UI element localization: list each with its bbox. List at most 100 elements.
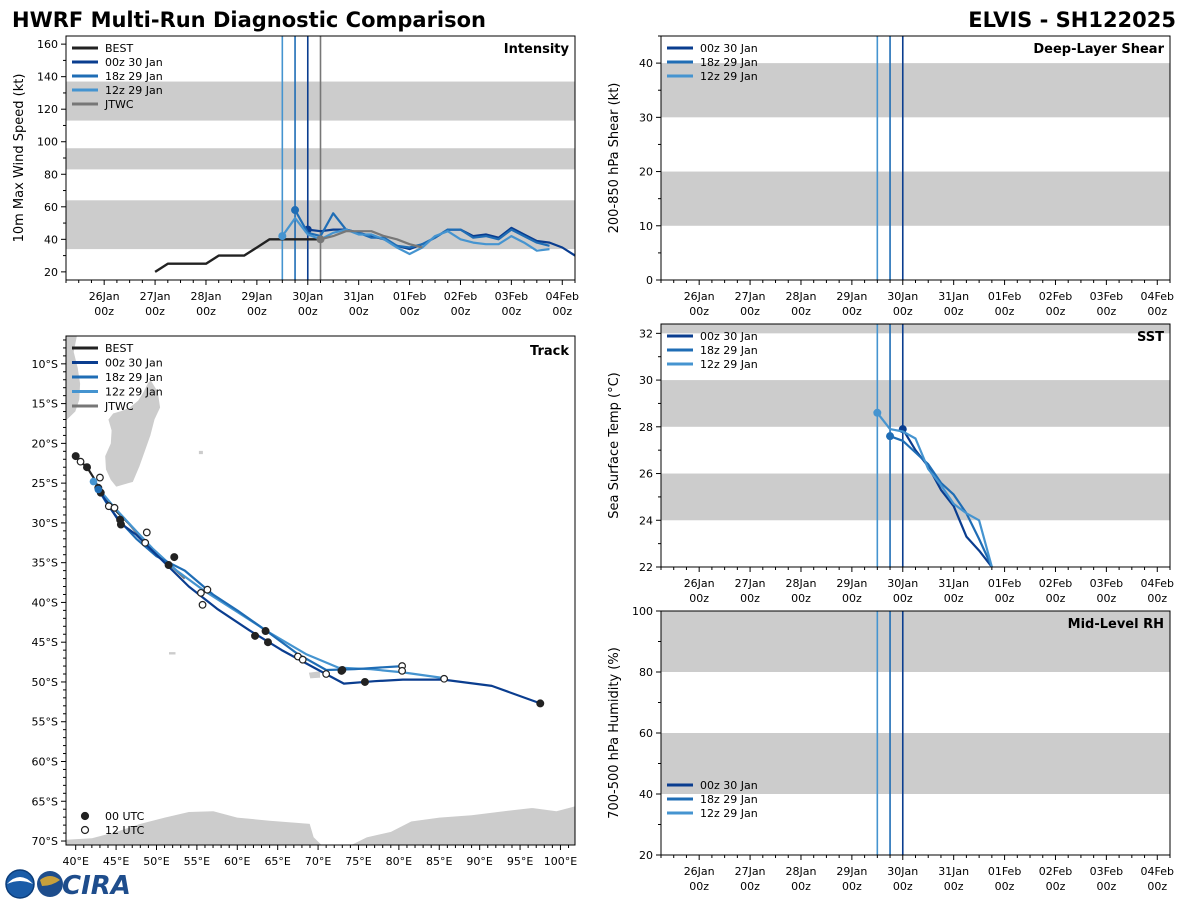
intensity-xtick-label: 00z (196, 305, 216, 318)
noaa-icon (5, 869, 35, 899)
shear-xtick-label: 02Feb (1039, 290, 1072, 303)
intensity-series-jtwc (320, 230, 423, 249)
sst-series-run18 (889, 435, 993, 567)
sst-ytick-label: 26 (639, 468, 653, 481)
track-xtick-label: 100°E (544, 855, 577, 868)
track-marker-legend-label: 12 UTC (105, 824, 145, 837)
intensity-xtick-label: 04Feb (546, 290, 579, 303)
track-marker-00utc (338, 666, 347, 675)
shear-xtick-label: 00z (689, 305, 709, 318)
rh-xtick-label: 00z (791, 880, 811, 893)
storm-id: ELVIS - SH122025 (968, 8, 1176, 32)
shear-xtick-label: 31Jan (938, 290, 969, 303)
rh-ytick-label: 100 (632, 605, 653, 618)
track-xtick-label: 65°E (264, 855, 290, 868)
track-marker-12utc (203, 585, 212, 594)
track-xtick-label: 70°E (305, 855, 331, 868)
shear-legend-label: 18z 29 Jan (700, 56, 758, 69)
sst-band (661, 380, 1170, 427)
sst-legend-label: 18z 29 Jan (700, 344, 758, 357)
sst-title: SST (1137, 330, 1164, 345)
land-crozet (168, 651, 177, 656)
track-xtick-label: 85°E (426, 855, 452, 868)
shear-ytick-label: 40 (639, 57, 653, 70)
sst-xtick-label: 00z (893, 592, 913, 605)
track-ytick-label: 55°S (32, 716, 58, 729)
rh-xtick-label: 31Jan (938, 865, 969, 878)
sst-ytick-label: 24 (639, 514, 653, 527)
sst-xtick-label: 01Feb (988, 577, 1021, 590)
rh-xtick-label: 01Feb (988, 865, 1021, 878)
track-marker-12utc (197, 588, 205, 597)
sst-series-run12 (876, 412, 993, 567)
track-legend-label: BEST (105, 342, 133, 355)
track-marker-00utc (71, 452, 80, 461)
intensity-series-start-marker (278, 232, 287, 241)
sst-ytick-label: 28 (639, 421, 653, 434)
sst-legend-label: 00z 30 Jan (700, 330, 758, 343)
sst-legend-label: 12z 29 Jan (700, 358, 758, 371)
rh-xtick-label: 28Jan (785, 865, 816, 878)
sst-plot-area (661, 324, 1170, 567)
track-marker-12utc (142, 528, 151, 537)
track-marker-12utc (96, 473, 104, 482)
rh-xtick-label: 00z (842, 880, 862, 893)
shear-ytick-label: 0 (646, 274, 653, 287)
rh-xtick-label: 29Jan (836, 865, 867, 878)
sst-xtick-label: 30Jan (887, 577, 918, 590)
rh-xtick-label: 26Jan (684, 865, 715, 878)
shear-xtick-label: 28Jan (785, 290, 816, 303)
intensity-series-best (154, 238, 321, 273)
intensity-ytick-label: 60 (44, 201, 58, 214)
land-antarctica-east (350, 805, 575, 845)
rh-xtick-label: 00z (995, 880, 1015, 893)
cira-logo-text: CIRA (62, 871, 131, 900)
intensity-ytick-label: 100 (37, 136, 58, 149)
track-series-run12 (92, 480, 444, 680)
shear-xtick-label: 30Jan (887, 290, 918, 303)
track-marker-12utc (440, 674, 449, 683)
shear-ytick-label: 20 (639, 166, 653, 179)
track-marker-legend-label: 00 UTC (105, 810, 145, 823)
sst-xtick-label: 03Feb (1090, 577, 1123, 590)
intensity-ytick-label: 80 (44, 168, 58, 181)
track-series-run18 (97, 488, 403, 672)
track-run18-start-marker (94, 485, 103, 494)
rh-xtick-label: 00z (740, 880, 760, 893)
track-marker-12utc (298, 655, 307, 664)
rh-ylabel: 700-500 hPa Humidity (%) (607, 647, 622, 819)
track-ytick-label: 15°S (32, 398, 58, 411)
sst-xtick-label: 00z (842, 592, 862, 605)
track-xtick-label: 80°E (386, 855, 412, 868)
intensity-xtick-label: 29Jan (241, 290, 272, 303)
intensity-series-start-marker (291, 206, 300, 215)
track-marker-00utc (83, 463, 92, 472)
shear-xtick-label: 00z (791, 305, 811, 318)
shear-xtick-label: 27Jan (735, 290, 766, 303)
globe-icon (37, 871, 63, 897)
shear-ytick-label: 10 (639, 220, 653, 233)
rh-xtick-label: 04Feb (1141, 865, 1174, 878)
track-xtick-label: 90°E (466, 855, 492, 868)
rh-band (661, 733, 1170, 794)
intensity-xtick-label: 01Feb (393, 290, 426, 303)
shear-xtick-label: 29Jan (836, 290, 867, 303)
intensity-legend-label: 00z 30 Jan (105, 56, 163, 69)
shear-xtick-label: 01Feb (988, 290, 1021, 303)
intensity-xtick-label: 00z (298, 305, 318, 318)
track-marker-12utc (76, 457, 85, 466)
track-frame (65, 335, 576, 846)
intensity-legend-label: BEST (105, 42, 133, 55)
shear-band (661, 171, 1170, 226)
track-marker-00utc (261, 627, 270, 636)
track-ytick-label: 30°S (32, 517, 58, 530)
sst-xtick-label: 00z (995, 592, 1015, 605)
track-legend-label: 00z 30 Jan (105, 357, 163, 370)
intensity-ytick-label: 120 (37, 103, 58, 116)
track-series-run00 (99, 492, 541, 705)
sst-xtick-label: 27Jan (735, 577, 766, 590)
track-ytick-label: 40°S (32, 596, 58, 609)
track-marker-00utc (116, 520, 125, 529)
rh-xtick-label: 00z (893, 880, 913, 893)
rh-band (661, 611, 1170, 672)
